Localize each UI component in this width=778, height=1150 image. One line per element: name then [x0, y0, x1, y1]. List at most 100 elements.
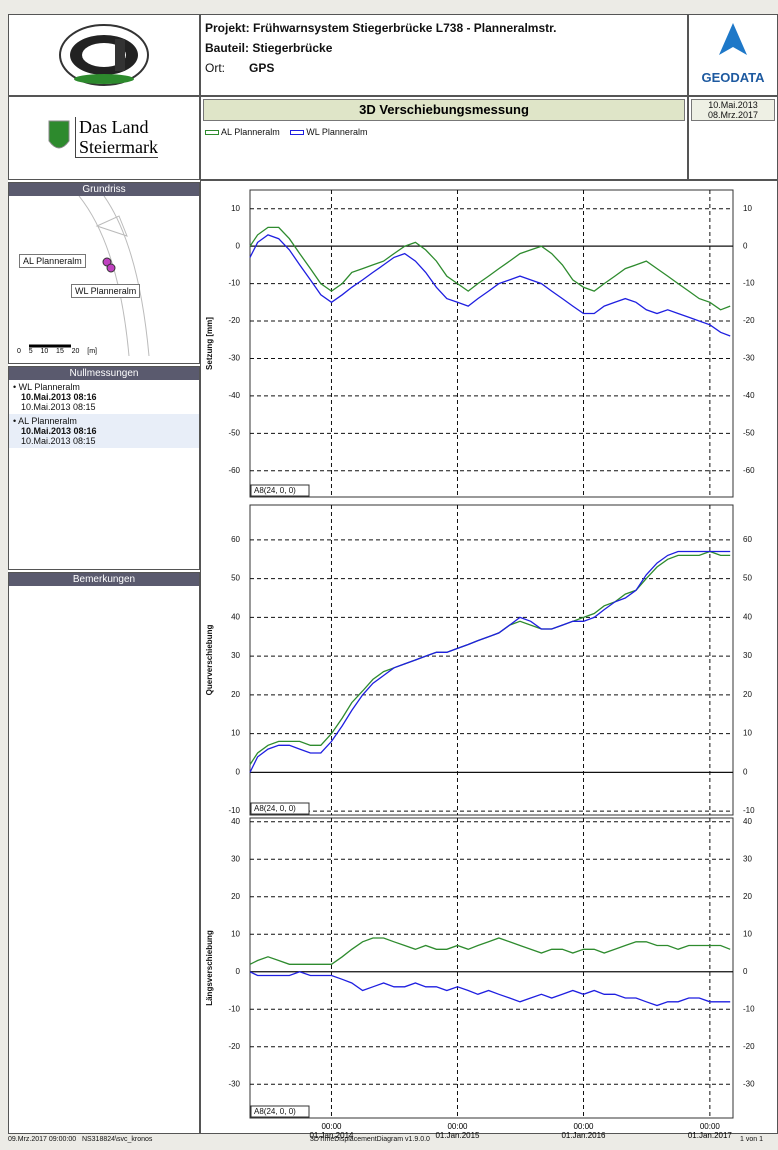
- y2-tick-label: 50: [743, 574, 752, 583]
- y2-tick-label: 30: [743, 651, 752, 660]
- plot-area: [249, 817, 734, 1119]
- entry-name: WL Planneralm: [18, 382, 80, 392]
- y2-tick-label: -30: [743, 1079, 755, 1088]
- series-line: [249, 937, 731, 965]
- x-tick-label: 00:00 01.Jan.2016: [561, 1122, 606, 1140]
- y-tick-label: 0: [236, 967, 241, 976]
- y-tick-label: 50: [231, 574, 240, 583]
- y-tick-label: 60: [231, 535, 240, 544]
- y2-tick-label: -20: [743, 316, 755, 325]
- state-name: Das Land Steiermark: [75, 117, 158, 158]
- y2-tick-label: 0: [743, 767, 748, 776]
- annotation: A8(24, 0, 0): [254, 804, 296, 813]
- plan: [29, 195, 150, 357]
- zero-box: Nullmessungen • WL Planneralm 10.Mai.2013…: [8, 366, 200, 570]
- annotation-box: [250, 484, 310, 497]
- y2-tick-label: 20: [743, 892, 752, 901]
- date: 08.Mrz.2017: [707, 110, 759, 120]
- y2-tick-label: 30: [743, 854, 752, 863]
- project: Frühwarnsystem Stiegerbrücke L738 - Plan…: [253, 21, 557, 35]
- entry-date: 10.Mai.2013 08:15: [21, 436, 96, 446]
- y-tick-label: -10: [228, 279, 240, 288]
- scale: 0 5 10 15 20 [m]: [17, 348, 97, 355]
- footer-center: 3DTimeDisplacementDiagram v1.9.0.0: [310, 1136, 430, 1143]
- footer-left: 09.Mrz.2017 09:00:00 NS318824\svc_kronos: [8, 1136, 153, 1143]
- y-tick-label: -50: [228, 428, 240, 437]
- annotation: A8(24, 0, 0): [254, 486, 296, 495]
- series-line: [249, 971, 731, 1007]
- state-line: Das Land: [79, 117, 149, 137]
- remarks-box: Bemerkungen: [8, 572, 200, 1134]
- y2-tick-label: -20: [743, 1042, 755, 1051]
- label: Projekt:: [205, 21, 250, 35]
- plan-label: AL Planneralm: [19, 254, 86, 268]
- annotation-box: [250, 1105, 310, 1118]
- scale-label: 20: [71, 348, 80, 355]
- logo: [59, 24, 149, 86]
- y-axis-label: Längsverschiebung: [205, 930, 214, 1006]
- entry-date: 10.Mai.2013 08:15: [21, 402, 96, 412]
- x-tick-label: 00:00 01.Jan.2017: [687, 1122, 732, 1140]
- zero-entry: • WL Planneralm 10.Mai.2013 08:16 10.Mai.2…: [9, 380, 199, 414]
- series-line: [249, 550, 731, 773]
- y2-tick-label: 60: [743, 535, 752, 544]
- y-tick-label: 20: [231, 690, 240, 699]
- label: Ort:: [205, 61, 225, 75]
- company: GEODATA: [701, 70, 765, 85]
- footer-right: 1 von 1: [740, 1136, 763, 1143]
- component: Stiegerbrücke: [252, 41, 333, 55]
- series-line: [249, 226, 731, 311]
- crest: [48, 120, 70, 149]
- y-tick-label: 10: [231, 204, 240, 213]
- x-tick-label: 00:00 01.Jan.2015: [435, 1122, 480, 1140]
- report-title: 3D Verschiebungsmessung: [203, 99, 685, 121]
- section-header: Grundriss: [9, 183, 199, 196]
- y2-tick-label: 20: [743, 690, 752, 699]
- scale-label: [m]: [87, 348, 97, 355]
- y2-tick-label: 10: [743, 204, 752, 213]
- scale-label: 15: [56, 348, 64, 355]
- logo-box: [8, 14, 200, 96]
- y-tick-label: 10: [231, 729, 240, 738]
- y2-tick-label: -30: [743, 354, 755, 363]
- y2-tick-label: -10: [743, 1004, 755, 1013]
- scale-label: 10: [40, 348, 49, 355]
- y-tick-label: 30: [231, 651, 240, 660]
- y-axis-label: Querverschiebung: [205, 625, 214, 696]
- y-tick-label: -30: [228, 1079, 240, 1088]
- section-header: Nullmessungen: [9, 367, 199, 380]
- y2-tick-label: -10: [743, 279, 755, 288]
- y-tick-label: -40: [228, 391, 240, 400]
- y-tick-label: -20: [228, 316, 240, 325]
- legend-label: WL Planneralm: [306, 127, 368, 137]
- legend-swatch: [289, 130, 304, 136]
- y-axis-label: Setzung [mm]: [205, 317, 214, 370]
- annotation-box: [250, 802, 310, 815]
- y-tick-label: -10: [228, 806, 240, 815]
- date-box: 10.Mai.2013 08.Mrz.2017: [688, 96, 778, 180]
- y-tick-label: 20: [231, 892, 240, 901]
- scale-label: 0: [17, 348, 21, 355]
- y-tick-label: 40: [231, 817, 240, 826]
- state-line: Steiermark: [79, 137, 158, 157]
- y2-tick-label: 10: [743, 729, 752, 738]
- y2-tick-label: -60: [743, 466, 755, 475]
- y-tick-label: 30: [231, 854, 240, 863]
- y2-tick-label: -10: [743, 806, 755, 815]
- company-logo: [719, 23, 747, 55]
- legend-label: AL Planneralm: [221, 127, 280, 137]
- zero-entry: • AL Planneralm 10.Mai.2013 08:16 10.Mai.2…: [9, 414, 199, 448]
- state-logo-box: Das Land Steiermark: [8, 96, 200, 180]
- legend: AL Planneralm WL Planneralm: [205, 127, 367, 137]
- y-tick-label: 0: [236, 241, 241, 250]
- legend-swatch: [205, 130, 219, 136]
- y-tick-label: -20: [228, 1042, 240, 1051]
- y2-tick-label: -40: [743, 391, 755, 400]
- x-tick-label: 00:00 01.Jan.2014: [309, 1122, 354, 1140]
- entry-date: 10.Mai.2013 08:16: [21, 392, 97, 402]
- y-tick-label: -60: [228, 466, 240, 475]
- title-box: 3D Verschiebungsmessung AL Planneralm WL…: [200, 96, 688, 180]
